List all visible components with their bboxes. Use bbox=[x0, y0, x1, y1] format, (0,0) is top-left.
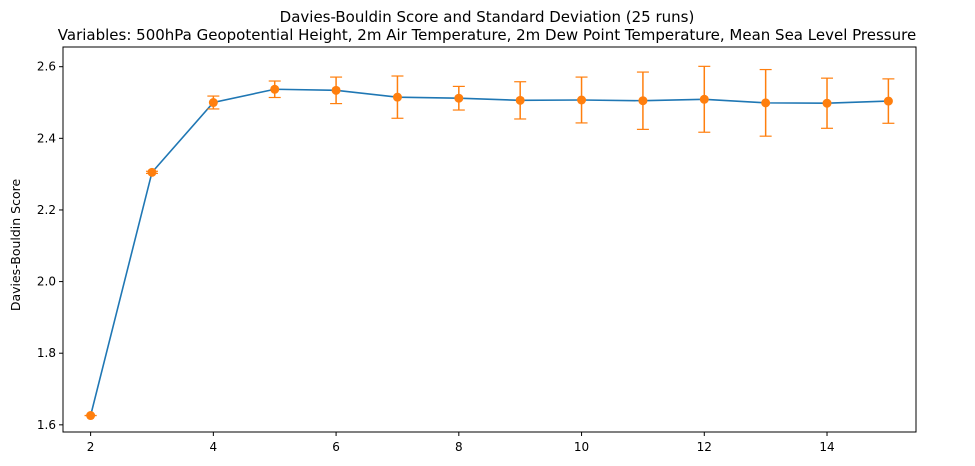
x-tick-label: 2 bbox=[87, 440, 95, 454]
data-point bbox=[454, 93, 464, 103]
chart-title: Davies-Bouldin Score and Standard Deviat… bbox=[280, 8, 695, 26]
y-tick-label: 2.2 bbox=[37, 203, 56, 217]
x-tick-label: 6 bbox=[332, 440, 340, 454]
y-tick-label: 1.8 bbox=[37, 346, 56, 360]
axes-frame bbox=[62, 46, 917, 433]
x-tick-label: 8 bbox=[455, 440, 463, 454]
data-point bbox=[515, 95, 525, 105]
data-point bbox=[761, 98, 771, 108]
y-tick-label: 2.6 bbox=[37, 60, 56, 74]
data-point bbox=[392, 92, 402, 102]
data-point bbox=[638, 96, 648, 106]
data-point bbox=[270, 84, 280, 94]
x-tick-label: 10 bbox=[574, 440, 589, 454]
data-point bbox=[699, 94, 709, 104]
y-tick-label: 1.6 bbox=[37, 418, 56, 432]
x-tick-label: 4 bbox=[210, 440, 218, 454]
data-point bbox=[147, 167, 157, 177]
data-point bbox=[86, 411, 96, 421]
data-point bbox=[883, 96, 893, 106]
data-point bbox=[577, 95, 587, 105]
data-point bbox=[822, 98, 832, 108]
plot-area: 2 4 6 8 10 12 14 1.6 1.8 2.0 2.2 2.4 2.6 bbox=[37, 46, 917, 454]
series-line bbox=[89, 88, 889, 416]
x-tick-label: 14 bbox=[819, 440, 834, 454]
chart-subtitle: Variables: 500hPa Geopotential Height, 2… bbox=[58, 26, 916, 44]
y-tick-label: 2.0 bbox=[37, 275, 56, 289]
y-axis-label: Davies-Bouldin Score bbox=[8, 179, 23, 312]
y-tick-label: 2.4 bbox=[37, 131, 56, 145]
data-point bbox=[208, 98, 218, 108]
x-tick-label: 12 bbox=[697, 440, 712, 454]
data-point bbox=[331, 85, 341, 95]
